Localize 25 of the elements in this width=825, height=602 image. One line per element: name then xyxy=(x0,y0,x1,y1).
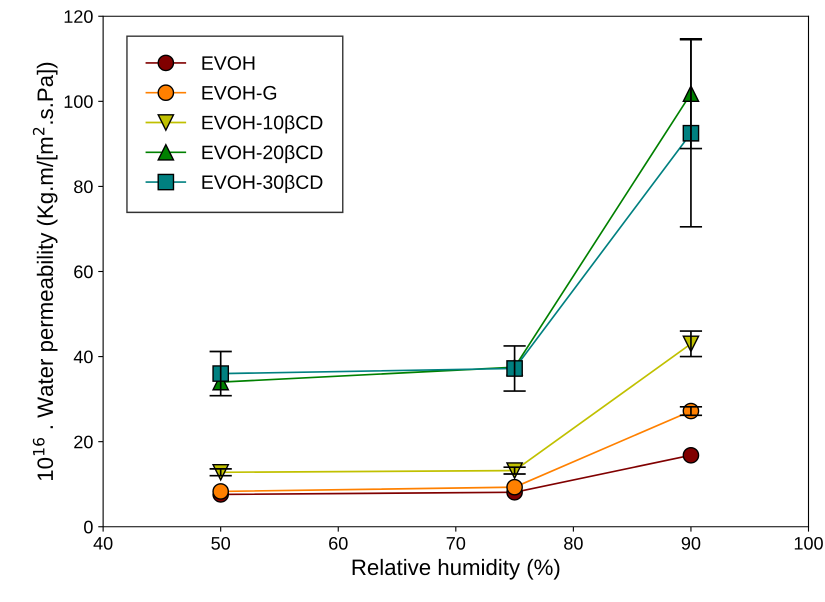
x-tick-label: 50 xyxy=(211,536,230,550)
x-tick-label: 40 xyxy=(94,536,112,550)
legend-label: EVOH-20βCD xyxy=(202,145,322,164)
y-tick-label: 100 xyxy=(64,95,93,108)
legend-label: EVOH-G xyxy=(202,86,276,100)
y-tick-label: 20 xyxy=(74,436,93,448)
y-axis-title: 10$^{16}$ . Water permeability (Kg.m/[m$^{2}$.s.Pa]) xyxy=(32,62,58,480)
y-tick-label: 0 xyxy=(84,520,93,534)
legend-label: EVOH xyxy=(202,56,254,70)
x-tick-label: 90 xyxy=(682,536,700,550)
x-tick-label: 80 xyxy=(564,536,583,550)
legend-label: EVOH-30βCD xyxy=(202,174,322,193)
y-tick-label: 80 xyxy=(74,180,93,194)
point xyxy=(506,478,523,496)
x-tick-label: 70 xyxy=(446,536,466,550)
y-tick-label: 40 xyxy=(74,350,93,364)
y-tick-label: 60 xyxy=(74,265,93,278)
point xyxy=(212,483,230,500)
x-tick-label: 100 xyxy=(794,536,823,550)
point xyxy=(682,446,700,464)
x-axis-title: Relative humidity (%) xyxy=(352,558,560,580)
x-tick-label: 60 xyxy=(329,536,348,550)
y-tick-label: 120 xyxy=(64,10,93,23)
legend-label: EVOH-10βCD xyxy=(202,115,322,134)
point xyxy=(212,365,230,382)
